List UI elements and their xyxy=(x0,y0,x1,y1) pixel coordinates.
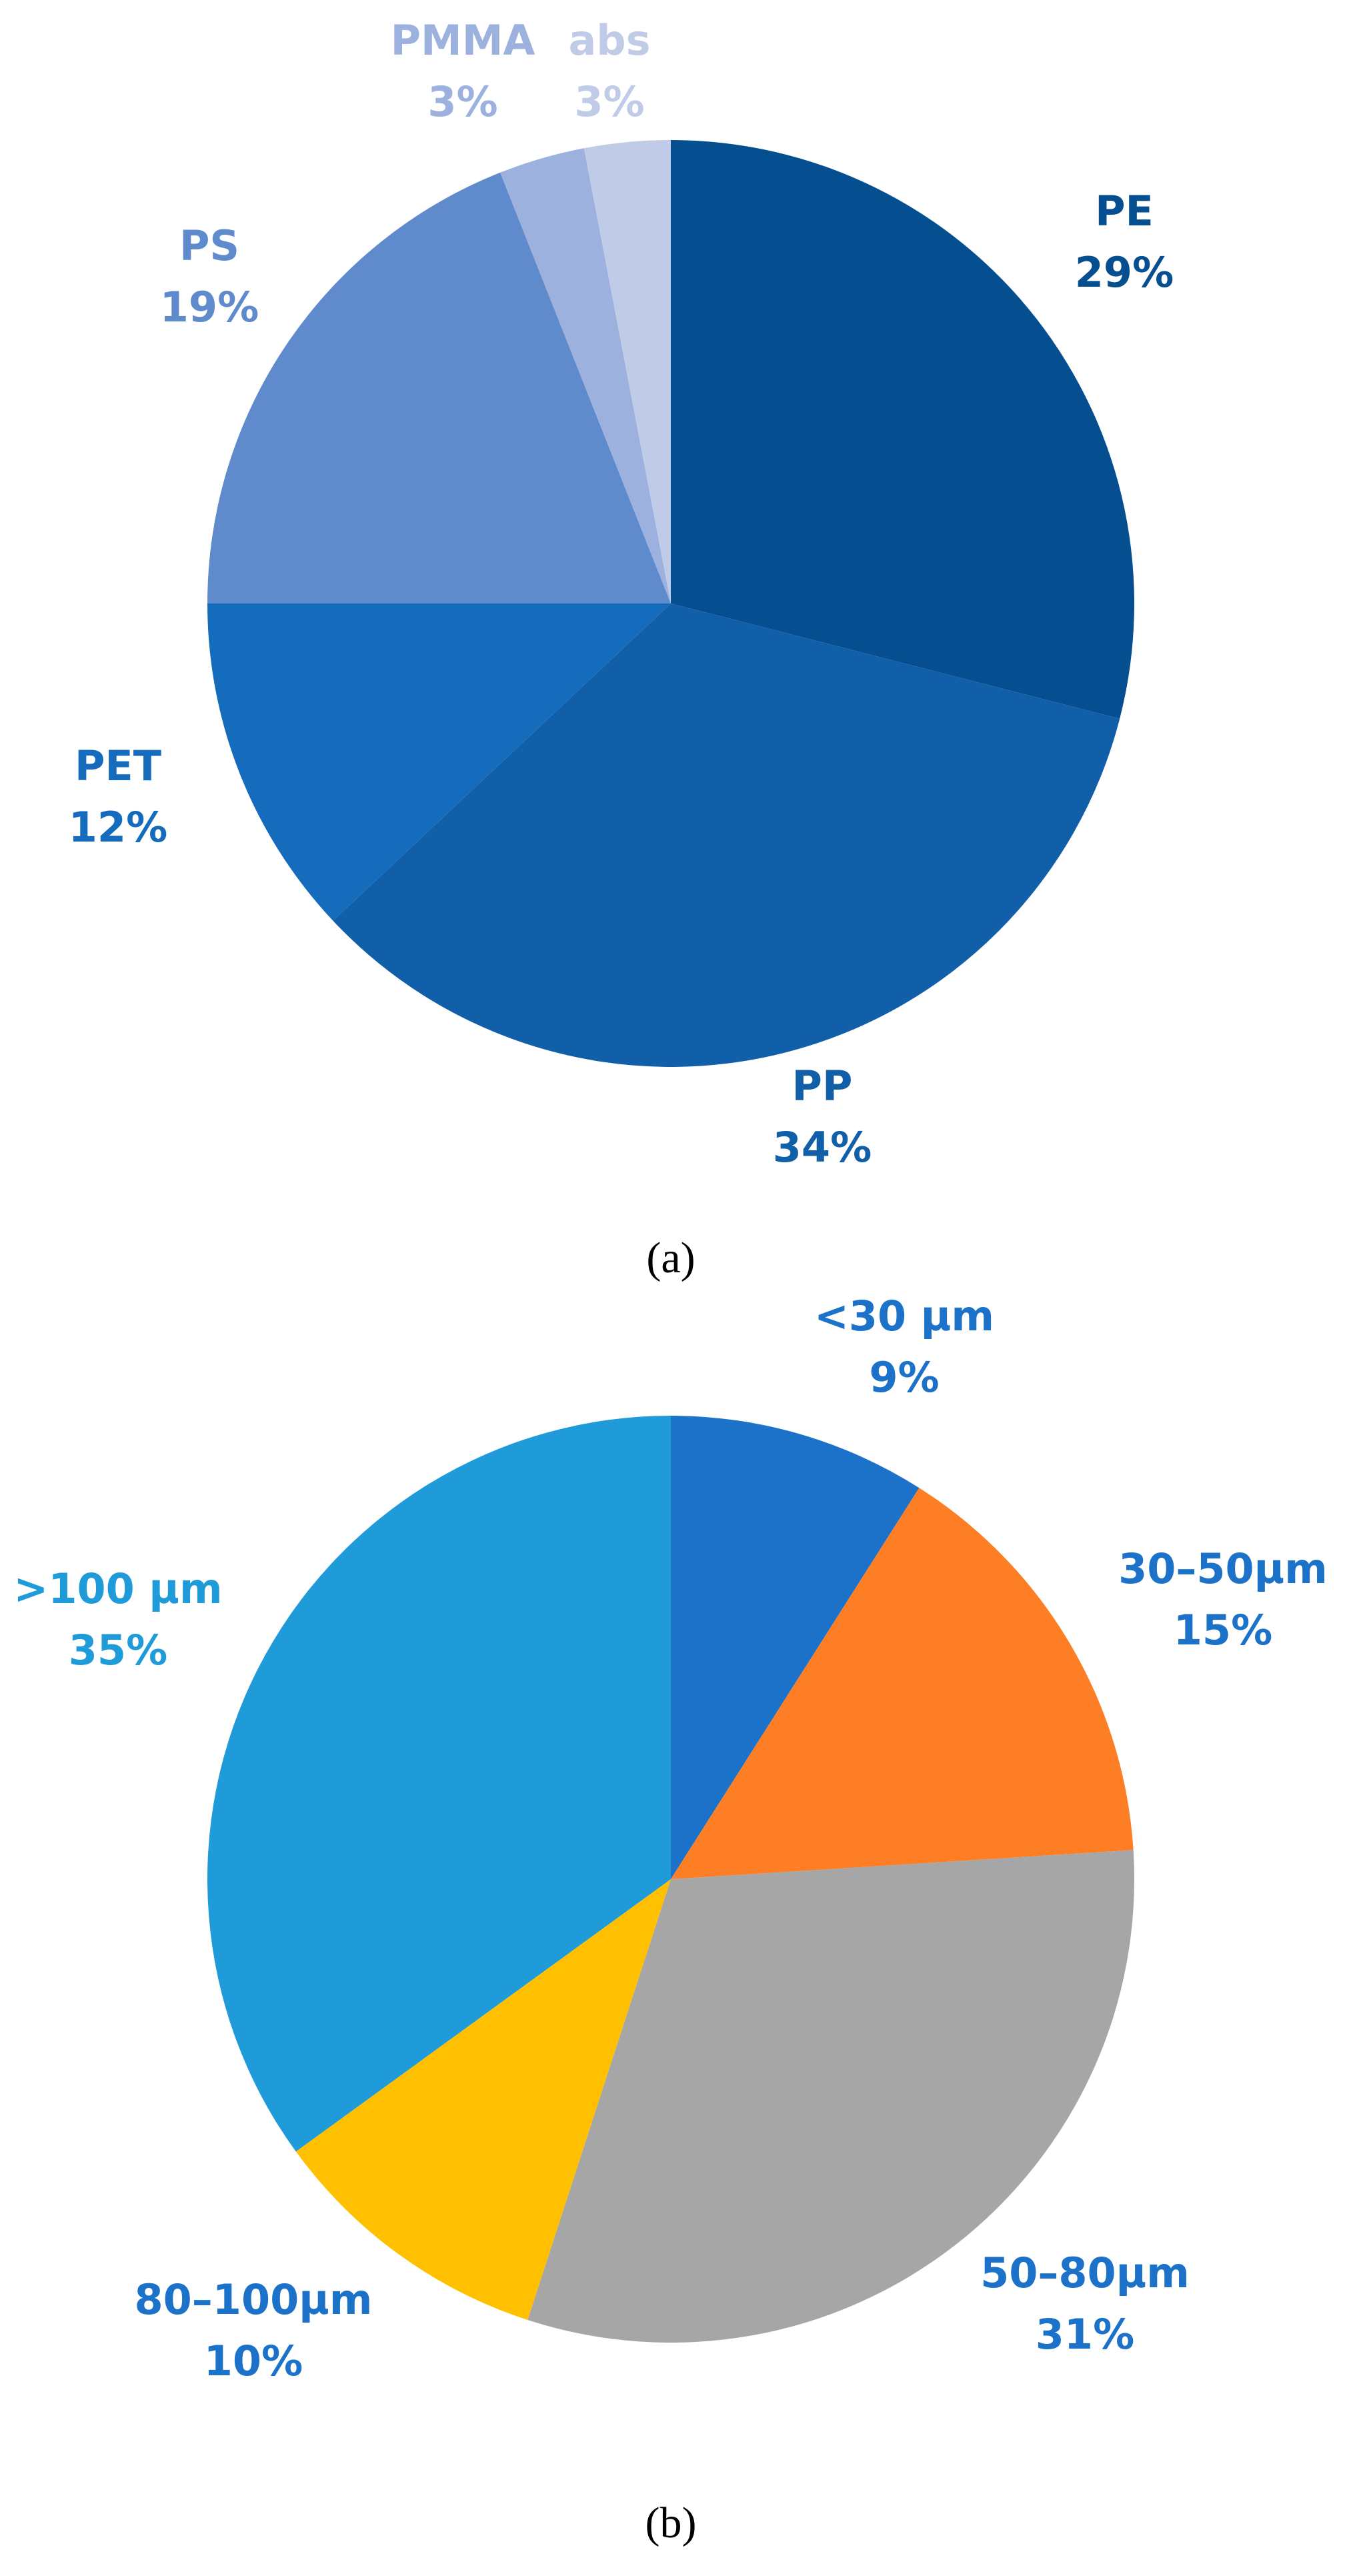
slice-name: PS xyxy=(179,221,239,270)
slice-label-polymer-pmma: PMMA 3% xyxy=(391,16,535,126)
slice-name: PMMA xyxy=(391,16,535,65)
slice-name: 80–100µm xyxy=(135,2275,373,2324)
slice-label-size-30-50um: 30–50µm 15% xyxy=(1118,1544,1328,1654)
pie-slice-size-30-50um xyxy=(671,1488,1134,1879)
slice-name: abs xyxy=(568,16,650,65)
slice-percentage: 3% xyxy=(427,77,497,126)
slice-name: PET xyxy=(75,742,161,790)
slice-label-size-30-um: <30 µm 9% xyxy=(814,1292,994,1402)
slice-percentage: 35% xyxy=(69,1626,167,1674)
pie-chart-polymer-types: PE 29% PP 34% PET 12% PS 19% PMMA 3% abs 3% xyxy=(69,16,1174,1172)
slice-percentage: 31% xyxy=(1036,2310,1134,2359)
slice-percentage: 3% xyxy=(574,77,644,126)
pie-chart-size-classes: <30 µm 9% 30–50µm 15% 50–80µm 31% 80–100µm 10% >… xyxy=(13,1292,1327,2385)
pie-slice-size-100-um xyxy=(207,1416,671,2152)
slice-percentage: 19% xyxy=(160,283,259,331)
slice-label-polymer-abs: abs 3% xyxy=(568,16,650,126)
slice-percentage: 12% xyxy=(69,803,167,852)
slice-percentage: 9% xyxy=(869,1353,939,1402)
panel-caption-b: (b) xyxy=(645,2499,697,2547)
panel-caption-a: (a) xyxy=(646,1234,695,1282)
slice-percentage: 10% xyxy=(204,2337,303,2385)
pie-slice-polymer-pe xyxy=(671,140,1134,719)
slice-percentage: 29% xyxy=(1075,248,1174,297)
pie-slice-polymer-pmma xyxy=(500,148,671,603)
slice-label-polymer-ps: PS 19% xyxy=(160,221,259,331)
slice-name: 30–50µm xyxy=(1118,1544,1328,1593)
slice-name: >100 µm xyxy=(13,1564,222,1613)
slice-label-size-100-um: >100 µm 35% xyxy=(13,1564,222,1674)
slice-label-polymer-pp: PP 34% xyxy=(773,1062,872,1172)
pie-slice-polymer-pet xyxy=(207,603,671,921)
slice-name: <30 µm xyxy=(814,1292,994,1340)
slice-percentage: 15% xyxy=(1174,1606,1272,1654)
slice-name: PE xyxy=(1095,187,1154,235)
pie-slice-polymer-ps xyxy=(207,172,671,604)
slice-percentage: 34% xyxy=(773,1123,872,1172)
slice-label-size-50-80um: 50–80µm 31% xyxy=(980,2249,1190,2359)
slice-label-polymer-pet: PET 12% xyxy=(69,742,167,852)
pie-slice-polymer-pp xyxy=(333,603,1120,1068)
pie-slice-polymer-abs xyxy=(583,140,671,603)
slice-name: PP xyxy=(792,1062,853,1110)
slice-name: 50–80µm xyxy=(980,2249,1190,2297)
slice-label-size-80-100um: 80–100µm 10% xyxy=(135,2275,373,2385)
pie-slice-size-50-80um xyxy=(527,1850,1134,2343)
slice-label-polymer-pe: PE 29% xyxy=(1075,187,1174,297)
pie-slice-size-80-100um xyxy=(295,1879,671,2320)
pie-slice-size-30-um xyxy=(671,1416,920,1879)
